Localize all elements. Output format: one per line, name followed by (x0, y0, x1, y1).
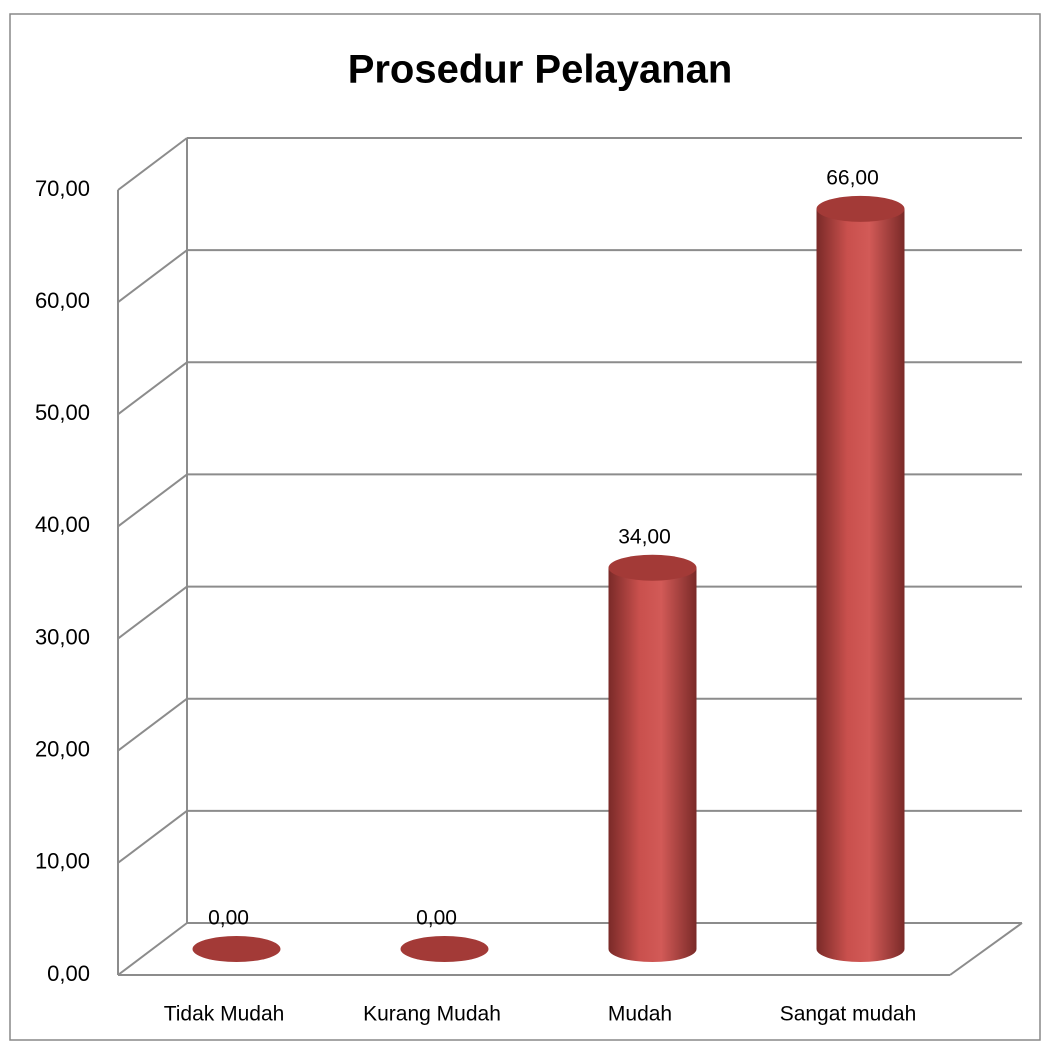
bar-body (816, 208, 905, 962)
grid-line-side (117, 249, 188, 303)
y-tick-label: 60,00 (35, 288, 90, 313)
grid-line-side (117, 473, 188, 528)
bar (816, 195, 905, 962)
grid-line-side (117, 361, 188, 416)
x-tick-label: Mudah (608, 1003, 672, 1026)
grid-line-side (117, 810, 188, 864)
grid-line (117, 137, 1022, 191)
chart-title: Prosedur Pelayanan (348, 48, 733, 92)
y-tick-label: 30,00 (35, 624, 90, 649)
data-label: 0,00 (208, 907, 249, 930)
y-tick-label: 10,00 (35, 849, 90, 874)
bar-top (400, 936, 489, 962)
bar-body (608, 567, 697, 962)
grid-line-side (117, 922, 188, 976)
grid-line-side (117, 585, 188, 640)
x-tick-label: Sangat mudah (780, 1003, 917, 1026)
y-tick-label: 70,00 (35, 176, 90, 201)
grid-line-side (117, 697, 188, 752)
x-tick-label: Tidak Mudah (164, 1003, 285, 1026)
y-tick-label: 0,00 (47, 961, 90, 986)
y-tick-label: 50,00 (35, 400, 90, 425)
bar (192, 936, 281, 962)
bar-top (816, 195, 905, 222)
data-label: 34,00 (618, 525, 671, 548)
bar (608, 554, 697, 962)
bar-top (608, 554, 697, 581)
bar-top (192, 936, 281, 962)
bar (400, 936, 489, 962)
floor-edge (949, 922, 1023, 976)
y-tick-label: 20,00 (35, 737, 90, 762)
data-label: 0,00 (416, 907, 457, 930)
grid-line-side (117, 137, 188, 191)
y-tick-label: 40,00 (35, 512, 90, 537)
x-tick-label: Kurang Mudah (363, 1003, 501, 1026)
data-label: 66,00 (826, 166, 879, 189)
